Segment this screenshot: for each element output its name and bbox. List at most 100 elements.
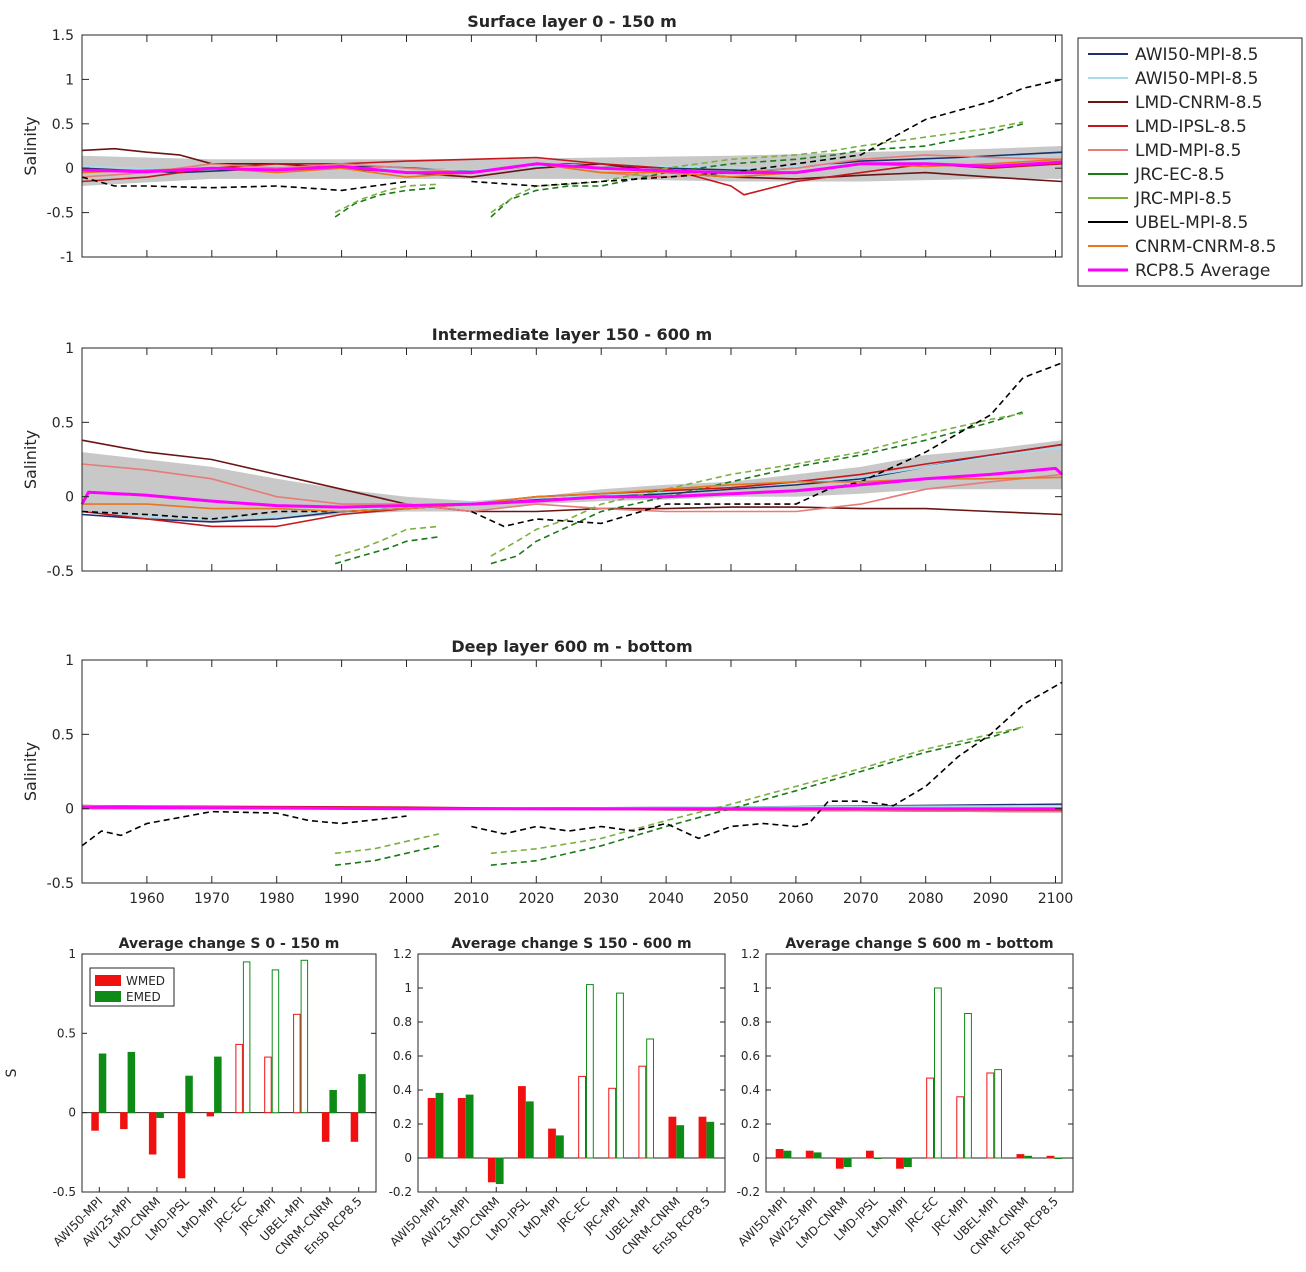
series-line-6 xyxy=(334,123,1024,218)
bar-emed-3 xyxy=(843,1157,852,1167)
bar-emed-10 xyxy=(1054,1157,1063,1159)
bar-emed-2 xyxy=(465,1094,474,1159)
series-line-3 xyxy=(81,147,1063,183)
series-line-6 xyxy=(335,726,1024,866)
y-tick-label: 0.2 xyxy=(741,1117,760,1131)
bar-emed-4 xyxy=(873,1157,882,1159)
series-line-2 xyxy=(81,446,1063,520)
bar-wmed-2 xyxy=(120,1112,128,1130)
bar-emed-2 xyxy=(813,1152,822,1159)
panel-title: Average change S 150 - 600 m xyxy=(451,936,691,952)
y-tick-label: 0.5 xyxy=(57,1026,76,1040)
x-tick-label: 2030 xyxy=(583,891,619,907)
legend-label: RCP8.5 Average xyxy=(1135,261,1270,281)
bar-emed-7 xyxy=(271,969,280,1114)
bar-emed-2 xyxy=(127,1051,136,1114)
y-tick-label: -1 xyxy=(60,250,74,266)
bar-emed-8 xyxy=(994,1069,1003,1159)
bar-wmed-5 xyxy=(206,1112,215,1117)
line-panels: -1 -0.5 0 0.5 1 1.5 Surface layer 0 - 150 m Sal… xyxy=(21,12,1073,907)
legend-label: AWI50-MPI-8.5 xyxy=(1135,45,1258,65)
series-line-7 xyxy=(335,726,1024,855)
x-tick-label: 2070 xyxy=(843,891,879,907)
x-tick-label: 2080 xyxy=(908,891,944,907)
axes-box xyxy=(81,347,1063,572)
y-tick-label: 1 xyxy=(404,981,412,995)
y-tick-label: 0.5 xyxy=(52,727,74,743)
axes-box xyxy=(81,659,1063,884)
y-tick-label: 0 xyxy=(752,1151,760,1165)
y-tick-label: 1 xyxy=(752,981,760,995)
y-tick-label: -0.5 xyxy=(47,876,74,892)
bar-wmed-5 xyxy=(896,1157,904,1169)
legend-label: CNRM-CNRM-8.5 xyxy=(1135,237,1276,257)
spread-band xyxy=(82,440,1062,522)
x-tick-label: 2050 xyxy=(713,891,749,907)
bar-legend-swatch xyxy=(95,975,121,986)
bar-emed-8 xyxy=(300,959,309,1114)
series-line-8 xyxy=(81,681,1063,847)
x-tick-label: 2100 xyxy=(1038,891,1074,907)
legend-label: JRC-EC-8.5 xyxy=(1134,165,1225,185)
series-line-3 xyxy=(81,439,1063,516)
legend-label: LMD-MPI-8.5 xyxy=(1135,141,1241,161)
axes-box xyxy=(81,34,1063,258)
plot-area xyxy=(82,660,1062,883)
bar-wmed-9 xyxy=(668,1116,677,1159)
panel-title: Surface layer 0 - 150 m xyxy=(467,12,677,31)
bar-emed-9 xyxy=(676,1125,685,1159)
y-tick-label: -0.5 xyxy=(53,1185,76,1199)
axes-box xyxy=(417,953,726,1193)
plot-area xyxy=(82,348,1062,571)
x-tick-label: 2060 xyxy=(778,891,814,907)
y-tick-label: 0.6 xyxy=(741,1049,760,1063)
legend-box xyxy=(1077,37,1303,287)
y-tick-label: 1 xyxy=(65,653,74,669)
series-line-4 xyxy=(81,156,1063,196)
x-tick-label: 1980 xyxy=(259,891,295,907)
series-line-10 xyxy=(81,805,1062,811)
bar-emed-9 xyxy=(329,1090,337,1114)
y-tick-label: 1.2 xyxy=(393,947,412,961)
y-tick-label: 0.6 xyxy=(393,1049,412,1063)
x-tick-label: 1970 xyxy=(194,891,230,907)
y-tick-label: -0.2 xyxy=(737,1185,760,1199)
bar-emed-6 xyxy=(586,984,594,1159)
bar-emed-5 xyxy=(214,1056,222,1114)
bar-wmed-2 xyxy=(457,1098,466,1159)
plot-area xyxy=(766,954,1073,1192)
bar-wmed-3 xyxy=(148,1112,157,1155)
bar-wmed-7 xyxy=(956,1096,965,1159)
x-tick-label: 2020 xyxy=(518,891,554,907)
bar-emed-7 xyxy=(616,992,624,1159)
bar-wmed-1 xyxy=(775,1149,784,1159)
bar-wmed-10 xyxy=(350,1112,359,1142)
y-tick-label: 0.4 xyxy=(393,1083,412,1097)
bar-wmed-6 xyxy=(578,1075,587,1159)
axes-box xyxy=(81,953,377,1193)
legend-label: JRC-MPI-8.5 xyxy=(1134,189,1232,209)
y-tick-label: 0 xyxy=(65,802,74,818)
bar-wmed-1 xyxy=(427,1098,436,1159)
bar-emed-1 xyxy=(98,1053,107,1114)
y-tick-label: 0.8 xyxy=(393,1015,412,1029)
y-tick-label: -0.5 xyxy=(47,564,74,580)
bar-emed-1 xyxy=(783,1150,792,1159)
line-panel-3: -0.5 0 0.5 1 1960 1970 1980 1990 2000 2010 2020 203… xyxy=(21,637,1073,907)
y-tick-label: 0 xyxy=(65,490,74,506)
bar-wmed-10 xyxy=(1046,1155,1055,1159)
bar-emed-1 xyxy=(435,1092,444,1159)
y-tick-label: 1 xyxy=(65,72,74,88)
y-tick-label: 0.4 xyxy=(741,1083,760,1097)
series-line-6 xyxy=(334,411,1024,565)
y-tick-label: 1.5 xyxy=(52,28,74,44)
bar-wmed-4 xyxy=(518,1086,526,1159)
bar-wmed-8 xyxy=(986,1072,995,1159)
bar-emed-8 xyxy=(646,1038,655,1159)
bar-emed-5 xyxy=(556,1135,564,1159)
bar-legend-swatch xyxy=(95,991,121,1002)
y-axis-label: Salinity xyxy=(21,430,40,489)
y-tick-label: 1 xyxy=(65,341,74,357)
bar-emed-7 xyxy=(964,1013,972,1159)
